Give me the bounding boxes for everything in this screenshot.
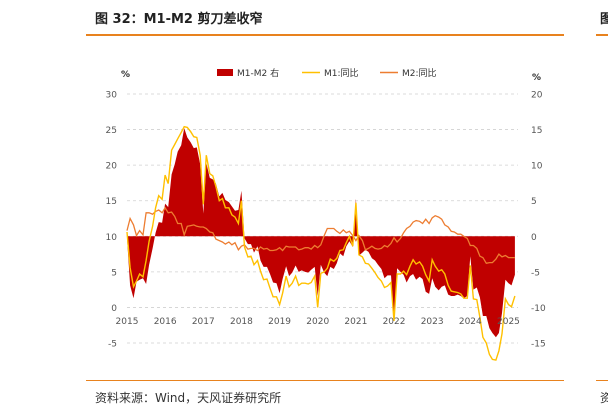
title-rule (86, 34, 564, 36)
figure-title: 图 32：M1-M2 剪刀差收窄 (95, 12, 263, 27)
y-left-tick-label: 15 (106, 197, 117, 207)
x-tick-label: 2021 (344, 317, 367, 327)
spread-area (127, 128, 515, 338)
y-left-tick-label: 0 (111, 304, 117, 314)
source-rule (86, 380, 564, 381)
y-right-tick-label: 5 (531, 197, 537, 207)
x-tick-label: 2019 (268, 317, 291, 327)
y-right-unit: % (532, 73, 541, 83)
series-line-m1 (126, 125, 516, 361)
x-tick-label: 2018 (230, 317, 253, 327)
y-right-tick-label: 20 (531, 91, 543, 101)
x-tick-label: 2015 (116, 317, 139, 327)
y-left-tick-label: 5 (111, 268, 117, 278)
next-figure-title-fragment: 图 (600, 12, 608, 27)
y-left-tick-label: 20 (106, 162, 118, 172)
y-left-tick-label: 30 (106, 91, 118, 101)
legend: M1-M2 右 M1:同比 M2:同比 (217, 67, 437, 79)
next-figure-rule (596, 34, 608, 36)
x-tick-label: 2025 (497, 317, 520, 327)
y-right-tick-label: 15 (531, 126, 542, 136)
next-figure-source-fragment: 资 (600, 391, 608, 405)
series-lines (126, 125, 516, 361)
legend-label: M1:同比 (324, 67, 359, 79)
next-figure-source-rule (596, 380, 608, 381)
legend-label: M1-M2 右 (237, 67, 279, 79)
x-tick-label: 2024 (459, 317, 482, 327)
y-right-tick-label: 0 (531, 233, 537, 243)
y-left-unit: % (121, 70, 130, 80)
y-left-tick-label: 25 (106, 126, 117, 136)
x-tick-label: 2020 (306, 317, 329, 327)
y-left-tick-label: -5 (108, 340, 117, 350)
x-tick-label: 2022 (383, 317, 406, 327)
x-tick-label: 2016 (154, 317, 177, 327)
y-left-tick-label: 10 (106, 233, 118, 243)
x-tick-label: 2023 (421, 317, 444, 327)
legend-swatch-spread (217, 69, 233, 76)
source-note: 资料来源：Wind，天风证券研究所 (95, 391, 282, 405)
y-right-tick-label: -5 (531, 268, 540, 278)
y-right-tick-label: -10 (531, 304, 546, 314)
y-right-tick-label: -15 (531, 340, 546, 350)
x-tick-label: 2017 (192, 317, 215, 327)
series-line-m2 (126, 206, 515, 265)
legend-label: M2:同比 (402, 67, 437, 79)
y-right-tick-label: 10 (531, 162, 543, 172)
series-area-m1-m2 (127, 128, 515, 338)
